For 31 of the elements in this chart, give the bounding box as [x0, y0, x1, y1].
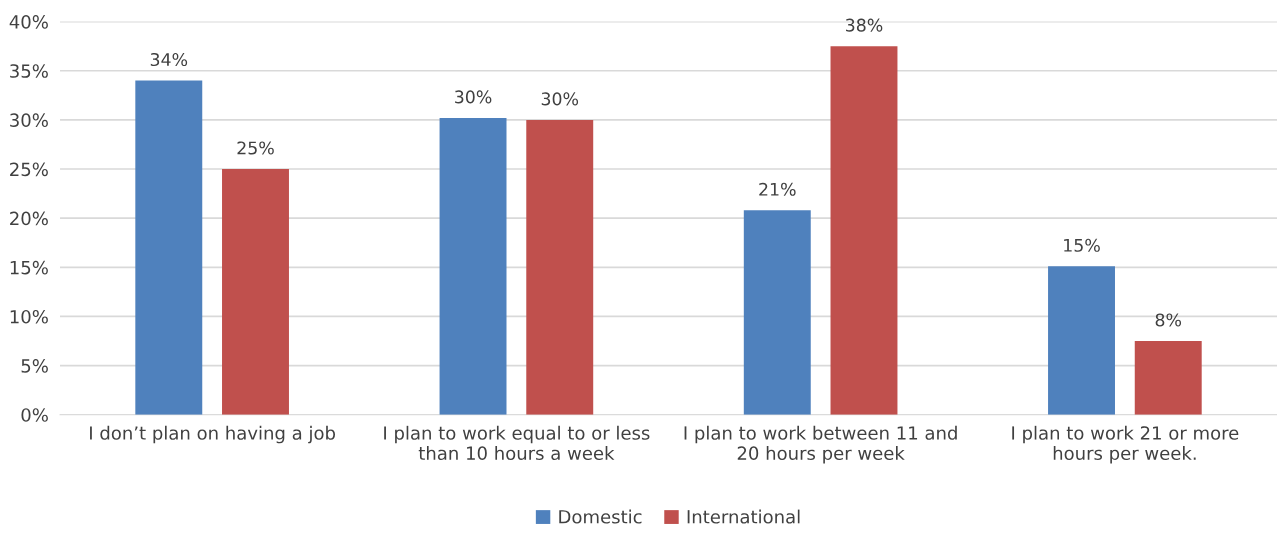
x-tick-label: I plan to work between 11 and 20 hours per week — [684, 425, 957, 464]
bar — [1134, 341, 1202, 415]
bar — [222, 169, 289, 415]
x-tick-label: I don’t plan on having a job — [90, 425, 336, 444]
legend-label: Domestic — [559, 509, 642, 524]
y-tick-label: 15% — [10, 260, 48, 275]
y-tick-label: 10% — [10, 309, 48, 324]
data-label: 30% — [455, 90, 492, 104]
data-label: 15% — [1064, 238, 1100, 252]
data-label: 30% — [541, 92, 579, 106]
bar — [526, 119, 594, 415]
data-label: 21% — [759, 182, 796, 196]
x-tick-label: I plan to work 21 or more hours per week. — [1012, 425, 1239, 464]
bar — [830, 46, 898, 415]
y-tick-label: 5% — [21, 359, 48, 373]
y-tick-label: 30% — [10, 113, 48, 127]
y-tick-label: 35% — [10, 64, 48, 78]
y-tick-label: 20% — [10, 211, 48, 226]
data-label: 34% — [150, 52, 188, 67]
data-label: 38% — [846, 18, 883, 32]
x-tick-label: I plan to work equal to or less than 10 hours a week — [384, 425, 650, 461]
data-label: 25% — [237, 141, 274, 155]
y-tick-label: 40% — [9, 15, 48, 29]
bar — [743, 210, 811, 415]
bar — [135, 80, 203, 415]
data-label: 8% — [1155, 313, 1182, 327]
bar — [439, 117, 507, 415]
y-tick-label: 25% — [10, 162, 48, 177]
legend-label: International — [687, 509, 800, 524]
bar — [1048, 266, 1115, 415]
y-tick-label: 0% — [21, 408, 48, 422]
